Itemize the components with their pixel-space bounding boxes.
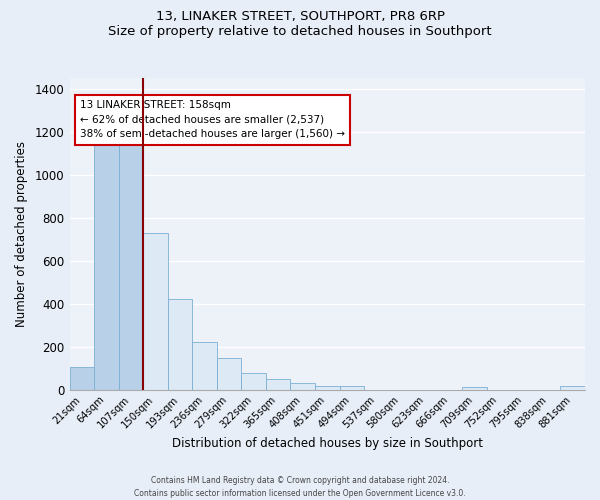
Y-axis label: Number of detached properties: Number of detached properties xyxy=(15,141,28,327)
Bar xyxy=(266,379,290,390)
Bar xyxy=(340,386,364,390)
Bar xyxy=(143,232,168,390)
Bar xyxy=(290,383,315,390)
Bar xyxy=(315,386,340,390)
Text: Contains HM Land Registry data © Crown copyright and database right 2024.
Contai: Contains HM Land Registry data © Crown c… xyxy=(134,476,466,498)
Bar xyxy=(70,366,94,390)
Bar xyxy=(217,358,241,390)
Bar xyxy=(462,388,487,390)
Bar xyxy=(94,140,119,390)
Bar xyxy=(241,374,266,390)
Bar xyxy=(560,386,585,390)
Bar xyxy=(168,300,192,390)
Text: 13 LINAKER STREET: 158sqm
← 62% of detached houses are smaller (2,537)
38% of se: 13 LINAKER STREET: 158sqm ← 62% of detac… xyxy=(80,100,345,140)
X-axis label: Distribution of detached houses by size in Southport: Distribution of detached houses by size … xyxy=(172,437,483,450)
Text: 13, LINAKER STREET, SOUTHPORT, PR8 6RP
Size of property relative to detached hou: 13, LINAKER STREET, SOUTHPORT, PR8 6RP S… xyxy=(108,10,492,38)
Bar xyxy=(192,342,217,390)
Bar xyxy=(119,140,143,390)
